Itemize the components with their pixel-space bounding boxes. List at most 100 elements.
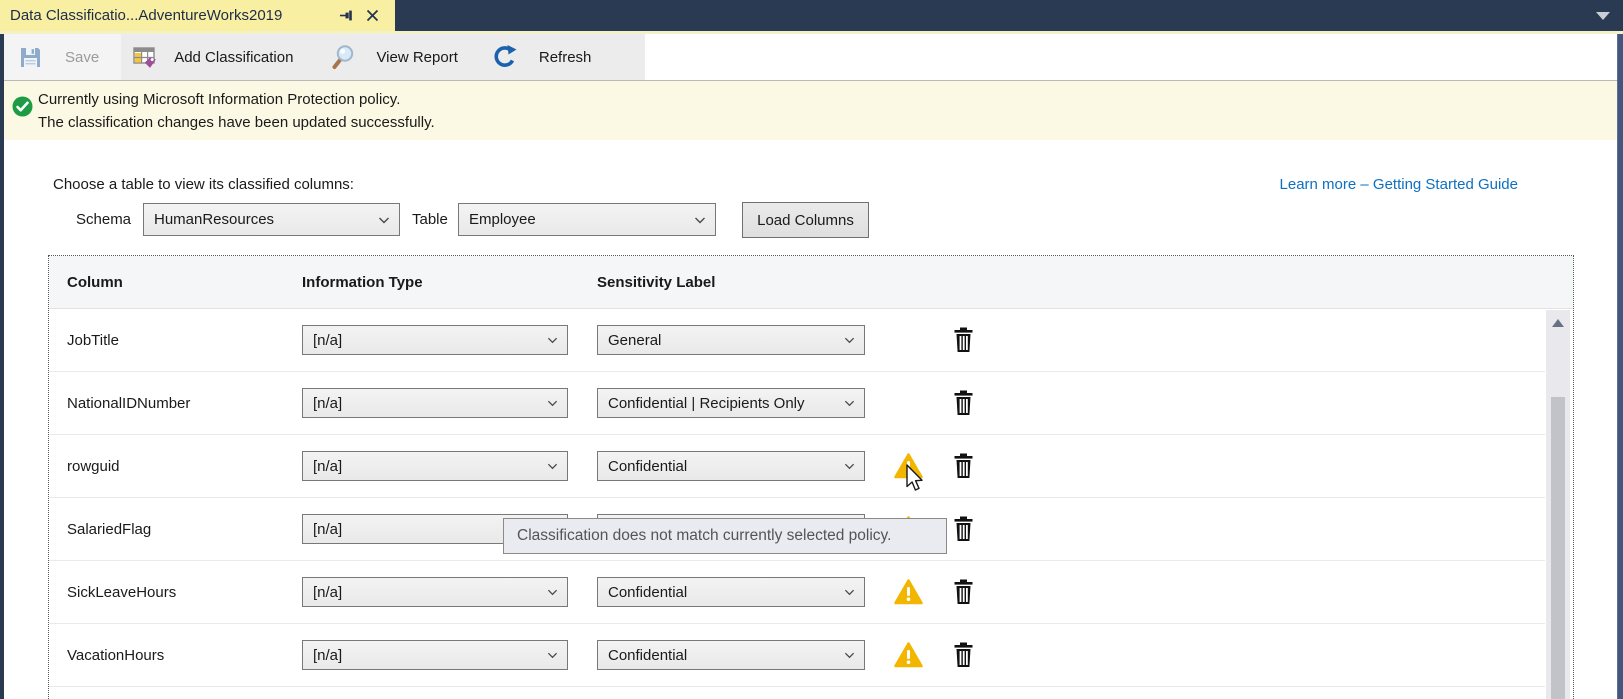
information-type-value: [n/a] [313,394,343,412]
schema-value: HumanResources [154,211,275,228]
warning-tooltip: Classification does not match currently … [503,518,947,554]
learn-more-link[interactable]: Learn more – Getting Started Guide [1279,176,1518,193]
information-type-dropdown[interactable]: [n/a] [302,640,568,670]
view-report-icon [331,44,358,71]
classified-columns-grid: Column Information Type Sensitivity Labe… [48,255,1574,699]
toolbar-group: Save Add Classificati [4,34,645,80]
window-right-edge [1617,31,1623,699]
refresh-label: Refresh [538,48,592,66]
tab-underline [0,31,1623,34]
chevron-down-icon [547,336,558,344]
column-name: NationalIDNumber [67,394,191,412]
delete-icon[interactable] [953,390,974,416]
scrollbar-thumb[interactable] [1551,397,1565,699]
sensitivity-label-dropdown[interactable]: Confidential [597,577,865,607]
refresh-icon [492,44,519,71]
delete-icon[interactable] [953,579,974,605]
chevron-down-icon [694,216,706,224]
column-name: rowguid [67,457,120,475]
vertical-scrollbar[interactable] [1546,310,1570,699]
information-type-value: [n/a] [313,520,343,538]
table-row: rowguid [n/a] Confidential [49,435,1545,498]
column-name: VacationHours [67,646,165,664]
delete-icon[interactable] [953,642,974,668]
table-row: VacationHours [n/a] Confidential [49,624,1545,687]
choose-table-prompt: Choose a table to view its classified co… [53,176,354,193]
column-name: SickLeaveHours [67,583,177,601]
window-left-edge [0,31,4,699]
information-type-dropdown[interactable]: [n/a] [302,388,568,418]
table-row: NationalIDNumber [n/a] Confidential | Re… [49,372,1545,435]
delete-icon[interactable] [953,327,974,353]
load-columns-button[interactable]: Load Columns [742,202,869,238]
sensitivity-label-value: General [608,331,662,349]
tab-data-classification[interactable]: Data Classificatio...AdventureWorks2019 [0,0,395,31]
chevron-down-icon [378,216,390,224]
information-type-value: [n/a] [313,331,343,349]
schema-dropdown[interactable]: HumanResources [143,203,400,236]
column-name: JobTitle [67,331,119,349]
view-report-label: View Report [376,48,458,66]
save-button[interactable]: Save [4,34,122,80]
chevron-down-icon [547,399,558,407]
delete-icon[interactable] [953,516,974,542]
sensitivity-label-value: Confidential [608,646,688,664]
status-banner: Currently using Microsoft Information Pr… [4,81,1617,140]
refresh-button[interactable]: Refresh [476,34,608,80]
sensitivity-label-dropdown[interactable]: Confidential [597,640,865,670]
add-classification-icon [133,44,160,71]
information-type-value: [n/a] [313,457,343,475]
chevron-down-icon [844,651,855,659]
information-type-dropdown[interactable]: [n/a] [302,451,568,481]
header-information-type: Information Type [302,273,423,291]
save-label: Save [65,48,100,66]
pin-icon[interactable] [339,8,354,23]
warning-icon[interactable] [893,642,923,668]
information-type-value: [n/a] [313,646,343,664]
table-dropdown[interactable]: Employee [458,203,716,236]
information-type-value: [n/a] [313,583,343,601]
column-name: SalariedFlag [67,520,152,538]
add-classification-label: Add Classification [174,48,294,66]
schema-label: Schema [76,211,132,228]
table-row: SickLeaveHours [n/a] Confidential [49,561,1545,624]
scrollbar-up-icon[interactable] [1552,319,1564,327]
sensitivity-label-value: Confidential | Recipients Only [608,394,805,412]
chevron-down-icon [844,399,855,407]
grid-rows: JobTitle [n/a] General [49,309,1573,687]
chevron-down-icon [844,336,855,344]
chevron-down-icon [844,462,855,470]
chevron-down-icon [547,651,558,659]
sensitivity-label-value: Confidential [608,457,688,475]
information-type-dropdown[interactable]: [n/a] [302,325,568,355]
tab-title: Data Classificatio...AdventureWorks2019 [10,7,283,24]
sensitivity-label-dropdown[interactable]: Confidential [597,451,865,481]
save-icon [18,45,43,70]
chevron-down-icon [844,588,855,596]
sensitivity-label-value: Confidential [608,583,688,601]
warning-icon[interactable] [893,579,923,605]
table-value: Employee [469,211,536,228]
sensitivity-label-dropdown[interactable]: General [597,325,865,355]
table-row: JobTitle [n/a] General [49,309,1545,372]
close-icon[interactable] [366,9,379,22]
add-classification-button[interactable]: Add Classification [121,34,313,80]
header-sensitivity-label: Sensitivity Label [597,273,716,291]
chevron-down-icon [547,588,558,596]
toolbar: Save Add Classificati [4,34,1617,81]
delete-icon[interactable] [953,453,974,479]
banner-line-2: The classification changes have been upd… [38,114,435,131]
banner-line-1: Currently using Microsoft Information Pr… [38,91,401,108]
sensitivity-label-dropdown[interactable]: Confidential | Recipients Only [597,388,865,418]
grid-header-row: Column Information Type Sensitivity Labe… [49,256,1573,309]
header-column: Column [67,273,123,291]
document-well-dropdown-icon[interactable] [1596,12,1610,20]
document-tab-strip: Data Classificatio...AdventureWorks2019 [0,0,1623,31]
mouse-cursor [905,464,925,497]
view-report-button[interactable]: View Report [313,34,475,80]
table-label: Table [412,211,448,228]
chevron-down-icon [547,462,558,470]
information-type-dropdown[interactable]: [n/a] [302,577,568,607]
success-check-icon [12,96,33,122]
